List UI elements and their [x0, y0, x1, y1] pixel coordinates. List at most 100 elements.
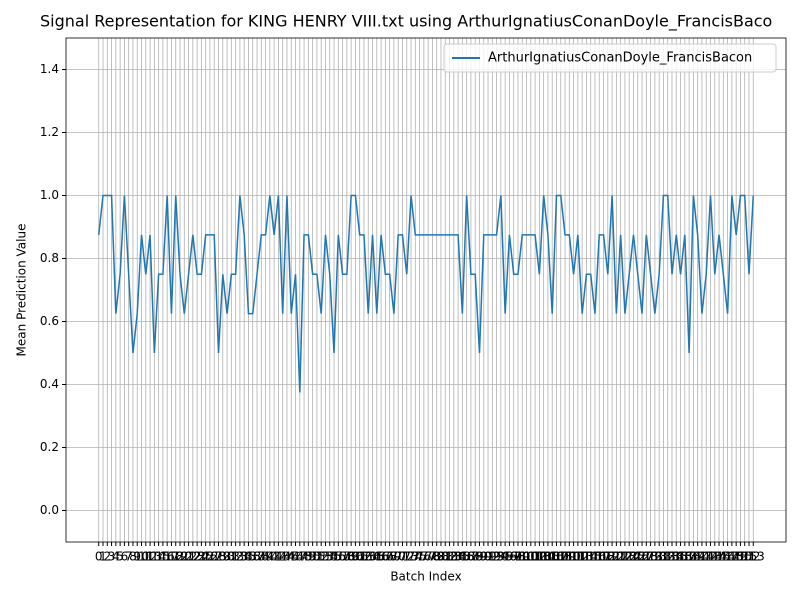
x-tick-label: 67 — [378, 550, 393, 564]
x-tick-label: 24 — [194, 550, 209, 564]
x-tick-label: 148 — [720, 550, 743, 564]
x-tick-label: 64 — [365, 550, 380, 564]
y-tick-label: 1.0 — [40, 188, 59, 202]
x-tick-label: 130 — [643, 550, 666, 564]
x-tick-label: 1 — [99, 550, 107, 564]
x-tick-label: 65 — [369, 550, 384, 564]
x-tick-label: 117 — [588, 550, 611, 564]
x-tick-label: 44 — [279, 550, 294, 564]
x-tick-label: 15 — [155, 550, 170, 564]
x-tick-label: 6 — [121, 550, 129, 564]
x-tick-label: 57 — [335, 550, 350, 564]
x-tick-label: 60 — [348, 550, 363, 564]
y-tick-label: 1.2 — [40, 125, 59, 139]
x-tick-label: 89 — [472, 550, 487, 564]
x-tick-label: 106 — [541, 550, 564, 564]
x-tick-label: 10 — [134, 550, 149, 564]
x-tick-label: 114 — [575, 550, 598, 564]
x-tick-label: 25 — [198, 550, 213, 564]
y-tick-label: 0.6 — [40, 314, 59, 328]
x-tick-label: 105 — [536, 550, 559, 564]
x-tick-label: 113 — [571, 550, 594, 564]
x-tick-label: 47 — [292, 550, 307, 564]
x-tick-label: 28 — [211, 550, 226, 564]
x-tick-label: 4 — [112, 550, 120, 564]
x-tick-label: 137 — [673, 550, 696, 564]
x-tick-label: 11 — [138, 550, 153, 564]
x-tick-label: 139 — [682, 550, 705, 564]
x-tick-label: 20 — [177, 550, 192, 564]
legend-label: ArthurIgnatiusConanDoyle_FrancisBacon — [488, 51, 752, 66]
x-tick-label: 31 — [224, 550, 239, 564]
x-tick-label: 122 — [609, 550, 632, 564]
x-tick-label: 74 — [408, 550, 423, 564]
x-tick-label: 77 — [420, 550, 435, 564]
x-tick-label: 75 — [412, 550, 427, 564]
x-tick-label: 78 — [425, 550, 440, 564]
x-tick-label: 146 — [712, 550, 735, 564]
x-tick-label: 108 — [549, 550, 572, 564]
x-tick-label: 48 — [296, 550, 311, 564]
x-tick-label: 35 — [241, 550, 256, 564]
x-tick-label: 33 — [232, 550, 247, 564]
x-tick-label: 153 — [742, 550, 765, 564]
x-tick-label: 116 — [584, 550, 607, 564]
x-tick-label: 127 — [631, 550, 654, 564]
x-tick-label: 93 — [489, 550, 504, 564]
x-tick-label: 18 — [168, 550, 183, 564]
x-tick-label: 142 — [695, 550, 718, 564]
x-tick-label: 55 — [326, 550, 341, 564]
x-tick-label: 100 — [515, 550, 538, 564]
x-tick-label: 61 — [352, 550, 367, 564]
x-tick-label: 91 — [480, 550, 495, 564]
x-tick-label: 133 — [656, 550, 679, 564]
x-tick-label: 83 — [446, 550, 461, 564]
x-tick-label: 87 — [463, 550, 478, 564]
x-tick-label: 88 — [468, 550, 483, 564]
x-tick-label: 54 — [322, 550, 337, 564]
x-tick-label: 119 — [596, 550, 619, 564]
x-tick-label: 50 — [305, 550, 320, 564]
x-tick-label: 85 — [455, 550, 470, 564]
x-tick-label: 82 — [442, 550, 457, 564]
x-tick-label: 2 — [103, 550, 111, 564]
x-tick-label: 121 — [605, 550, 628, 564]
y-tick-label: 0.2 — [40, 440, 59, 454]
x-tick-label: 97 — [506, 550, 521, 564]
x-tick-label: 73 — [403, 550, 418, 564]
x-tick-label: 123 — [613, 550, 636, 564]
x-tick-label: 136 — [669, 550, 692, 564]
x-tick-label: 34 — [237, 550, 252, 564]
x-tick-label: 132 — [652, 550, 675, 564]
x-tick-label: 49 — [301, 550, 316, 564]
x-tick-label: 145 — [708, 550, 731, 564]
x-tick-label: 42 — [271, 550, 286, 564]
x-tick-label: 101 — [519, 550, 542, 564]
x-tick-label: 128 — [635, 550, 658, 564]
x-tick-label: 13 — [147, 550, 162, 564]
x-tick-label: 86 — [459, 550, 474, 564]
x-tick-label: 134 — [661, 550, 684, 564]
y-tick-label: 0.4 — [40, 377, 59, 391]
x-tick-label: 68 — [382, 550, 397, 564]
x-tick-label: 98 — [510, 550, 525, 564]
x-tick-label: 79 — [429, 550, 444, 564]
x-tick-label: 52 — [314, 550, 329, 564]
x-tick-label: 53 — [318, 550, 333, 564]
x-tick-label: 66 — [373, 550, 388, 564]
x-tick-label: 5 — [116, 550, 124, 564]
x-tick-label: 21 — [181, 550, 196, 564]
x-tick-label: 23 — [189, 550, 204, 564]
x-tick-label: 70 — [391, 550, 406, 564]
x-tick-label: 149 — [725, 550, 748, 564]
x-axis-label: Batch Index — [390, 570, 461, 584]
x-tick-label: 29 — [215, 550, 230, 564]
x-tick-label: 90 — [476, 550, 491, 564]
x-tick-label: 102 — [524, 550, 547, 564]
x-tick-label: 129 — [639, 550, 662, 564]
x-tick-label: 22 — [185, 550, 200, 564]
legend-box — [443, 43, 777, 73]
chart-title: Signal Representation for KING HENRY VII… — [40, 12, 772, 32]
x-tick-label: 56 — [331, 550, 346, 564]
x-tick-label: 39 — [258, 550, 273, 564]
